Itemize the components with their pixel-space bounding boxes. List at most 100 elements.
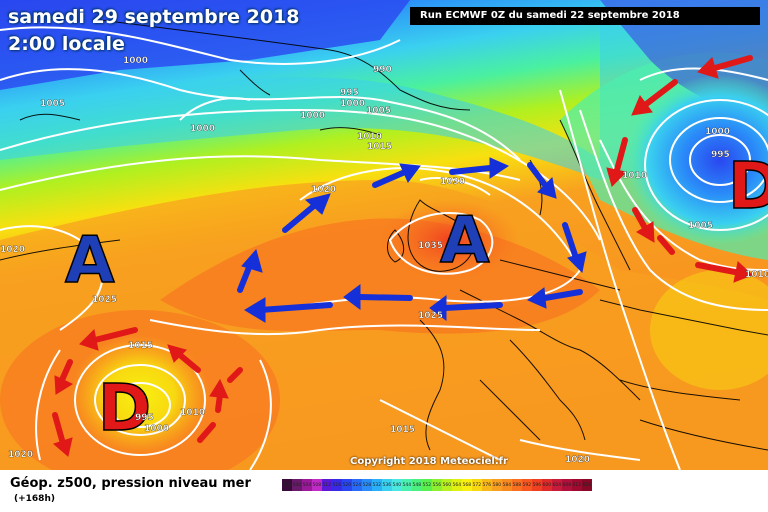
scale-swatch: 616 xyxy=(582,479,592,491)
pressure-label: 1005 xyxy=(688,221,713,231)
scale-value: 516 xyxy=(332,482,342,488)
scale-swatch: 552 xyxy=(422,479,432,491)
scale-value: 508 xyxy=(312,482,322,488)
scale-value: 604 xyxy=(552,482,562,488)
pressure-label: 1000 xyxy=(123,56,148,66)
pressure-label: 1010 xyxy=(180,408,205,418)
scale-value: 524 xyxy=(352,482,362,488)
scale-swatch: 596 xyxy=(532,479,542,491)
scale-value: 532 xyxy=(372,482,382,488)
scale-value: 580 xyxy=(492,482,502,488)
scale-value: 544 xyxy=(402,482,412,488)
scale-swatch: 496 xyxy=(282,479,292,491)
pressure-label: 1010 xyxy=(357,132,382,142)
high-pressure-center-label: A xyxy=(440,204,490,278)
pressure-label: 995 xyxy=(135,413,154,423)
scale-swatch: 544 xyxy=(402,479,412,491)
scale-swatch: 556 xyxy=(432,479,442,491)
scale-swatch: 536 xyxy=(382,479,392,491)
scale-swatch: 588 xyxy=(512,479,522,491)
scale-swatch: 604 xyxy=(552,479,562,491)
copyright-notice: Copyright 2018 Meteociel.fr xyxy=(350,456,508,467)
legend-title: Géop. z500, pression niveau mer xyxy=(10,476,251,491)
scale-value: 568 xyxy=(462,482,472,488)
scale-value: 540 xyxy=(392,482,402,488)
scale-value: 588 xyxy=(512,482,522,488)
scale-swatch: 516 xyxy=(332,479,342,491)
color-scale: 496 500 504 508 512 516 520 524 528 532 536 540 544 5… xyxy=(282,479,592,491)
scale-value: 608 xyxy=(562,482,572,488)
scale-value: 496 xyxy=(282,482,292,488)
scale-swatch: 568 xyxy=(462,479,472,491)
pressure-label: 1000 xyxy=(190,124,215,134)
pressure-label: 1020 xyxy=(311,185,336,195)
scale-swatch: 564 xyxy=(452,479,462,491)
scale-swatch: 528 xyxy=(362,479,372,491)
scale-swatch: 548 xyxy=(412,479,422,491)
scale-value: 520 xyxy=(342,482,352,488)
scale-value: 552 xyxy=(422,482,432,488)
scale-swatch: 524 xyxy=(352,479,362,491)
legend-subtitle: (+168h) xyxy=(14,494,55,504)
pressure-label: 1000 xyxy=(144,424,169,434)
scale-value: 528 xyxy=(362,482,372,488)
pressure-label: 1005 xyxy=(366,106,391,116)
pressure-label: 1030 xyxy=(440,177,465,187)
pressure-label: 1010 xyxy=(745,270,768,280)
legend-bar: Géop. z500, pression niveau mer (+168h) … xyxy=(0,470,768,512)
pressure-label: 1005 xyxy=(40,99,65,109)
scale-swatch: 580 xyxy=(492,479,502,491)
scale-value: 500 xyxy=(292,482,302,488)
scale-swatch: 520 xyxy=(342,479,352,491)
model-run-banner: Run ECMWF 0Z du samedi 22 septembre 2018 xyxy=(410,7,760,25)
scale-value: 584 xyxy=(502,482,512,488)
pressure-label: 1015 xyxy=(128,341,153,351)
pressure-label: 1020 xyxy=(565,455,590,465)
high-pressure-left-label: A xyxy=(65,224,115,298)
scale-swatch: 560 xyxy=(442,479,452,491)
scale-value: 616 xyxy=(582,482,592,488)
scale-swatch: 572 xyxy=(472,479,482,491)
scale-value: 504 xyxy=(302,482,312,488)
pressure-label: 1000 xyxy=(300,111,325,121)
scale-swatch: 584 xyxy=(502,479,512,491)
scale-value: 612 xyxy=(572,482,582,488)
forecast-time: 2:00 locale xyxy=(8,33,125,55)
low-pressure-ne-label: D xyxy=(728,150,768,224)
scale-swatch: 592 xyxy=(522,479,532,491)
pressure-label: 1020 xyxy=(8,450,33,460)
pressure-label: 1000 xyxy=(340,99,365,109)
scale-swatch: 600 xyxy=(542,479,552,491)
scale-swatch: 508 xyxy=(312,479,322,491)
pressure-label: 1035 xyxy=(418,241,443,251)
scale-value: 576 xyxy=(482,482,492,488)
scale-swatch: 504 xyxy=(302,479,312,491)
scale-value: 564 xyxy=(452,482,462,488)
weather-map: A A D D 1000 1005 1000 990 995 1000 1005… xyxy=(0,0,768,470)
scale-value: 512 xyxy=(322,482,332,488)
scale-value: 596 xyxy=(532,482,542,488)
scale-value: 592 xyxy=(522,482,532,488)
scale-value: 536 xyxy=(382,482,392,488)
scale-value: 560 xyxy=(442,482,452,488)
pressure-label: 1020 xyxy=(0,245,25,255)
forecast-date: samedi 29 septembre 2018 xyxy=(8,6,300,28)
pressure-label: 1025 xyxy=(418,311,443,321)
scale-swatch: 576 xyxy=(482,479,492,491)
scale-value: 548 xyxy=(412,482,422,488)
pressure-label: 1015 xyxy=(367,142,392,152)
pressure-label: 995 xyxy=(711,150,730,160)
scale-swatch: 612 xyxy=(572,479,582,491)
scale-swatch: 540 xyxy=(392,479,402,491)
scale-swatch: 608 xyxy=(562,479,572,491)
pressure-label: 1010 xyxy=(622,171,647,181)
scale-swatch: 500 xyxy=(292,479,302,491)
pressure-label: 995 xyxy=(340,88,359,98)
pressure-label: 990 xyxy=(373,65,392,75)
pressure-label: 1000 xyxy=(705,127,730,137)
scale-value: 556 xyxy=(432,482,442,488)
scale-swatch: 512 xyxy=(322,479,332,491)
map-canvas: A A D D 1000 1005 1000 990 995 1000 1005… xyxy=(0,0,768,470)
pressure-label: 1025 xyxy=(92,295,117,305)
low-pressure-sw-label: D xyxy=(98,372,151,446)
